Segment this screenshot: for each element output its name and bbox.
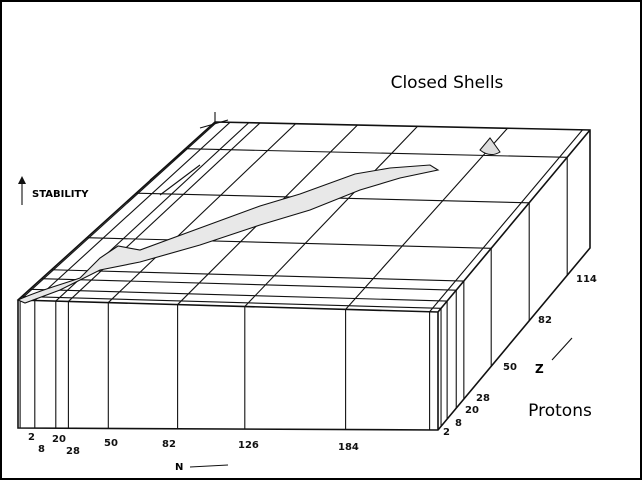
title: Closed Shells bbox=[391, 73, 504, 93]
n-tick-label: 50 bbox=[104, 438, 118, 449]
z-arrow bbox=[551, 337, 573, 361]
top-z-line bbox=[86, 237, 492, 249]
stability-ridge bbox=[16, 164, 440, 304]
n-tick-label: 2 bbox=[28, 432, 35, 443]
top-n-line bbox=[107, 123, 297, 303]
n-arrow bbox=[189, 464, 229, 468]
top-z-line bbox=[21, 295, 442, 309]
z-tick-label: 114 bbox=[576, 274, 597, 285]
z-tick-label: 2 bbox=[443, 427, 450, 438]
top-z-line bbox=[51, 269, 464, 282]
z-tick-label: 50 bbox=[503, 362, 517, 373]
n-tick-label: 126 bbox=[238, 440, 259, 451]
n-tick-label: 8 bbox=[38, 444, 45, 455]
z-tick-label: 28 bbox=[476, 393, 490, 404]
n-tick-label: 82 bbox=[162, 439, 176, 450]
top-n-line bbox=[19, 121, 218, 301]
n-axis-label: N bbox=[175, 462, 183, 473]
z-tick-label: 20 bbox=[465, 405, 479, 416]
z-axis-label: Z bbox=[535, 362, 544, 376]
top-n-line bbox=[34, 121, 231, 301]
n-tick-label: 28 bbox=[66, 446, 80, 457]
stability-label: STABILITY bbox=[32, 189, 89, 200]
z-tick-label: 82 bbox=[538, 315, 552, 326]
top-n-line bbox=[345, 127, 508, 310]
back-stubs bbox=[149, 112, 229, 196]
n-ticks: 2 8 20 28 50 82 126 184 bbox=[28, 432, 359, 457]
top-n-line bbox=[244, 125, 418, 307]
protons-label: Protons bbox=[528, 401, 592, 421]
island-peak bbox=[479, 137, 501, 156]
box-grid bbox=[19, 121, 583, 430]
top-n-line bbox=[68, 122, 261, 302]
top-z-line bbox=[29, 288, 448, 302]
n-tick-label: 20 bbox=[52, 434, 66, 445]
z-tick-label: 8 bbox=[455, 418, 462, 429]
z-ticks: 2 8 20 28 50 82 114 bbox=[443, 274, 597, 438]
top-z-line bbox=[185, 148, 568, 158]
arrowhead bbox=[18, 176, 26, 184]
top-n-line bbox=[429, 129, 583, 313]
top-z-line bbox=[41, 278, 457, 291]
n-tick-label: 184 bbox=[338, 442, 359, 453]
